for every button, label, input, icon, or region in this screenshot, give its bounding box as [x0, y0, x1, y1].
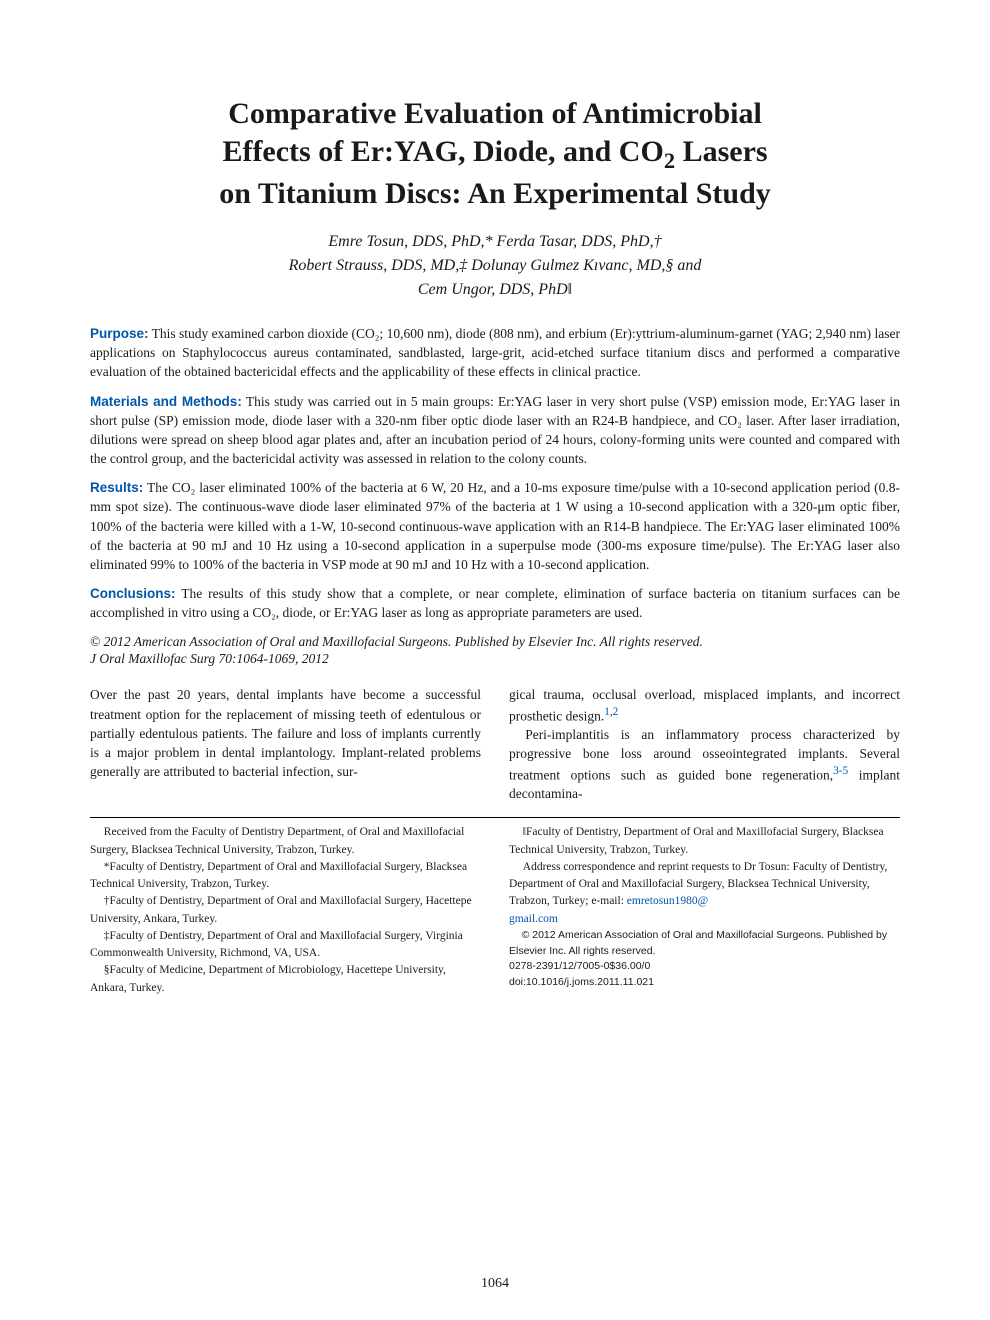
- abstract-methods: Materials and Methods: This study was ca…: [90, 392, 900, 469]
- authors-block: Emre Tosun, DDS, PhD,* Ferda Tasar, DDS,…: [90, 230, 900, 302]
- email-link[interactable]: emretosun1980@: [627, 895, 709, 907]
- footnotes-block: Received from the Faculty of Dentistry D…: [90, 824, 900, 997]
- methods-label: Materials and Methods:: [90, 394, 242, 409]
- footnote-item: ‡Faculty of Dentistry, Department of Ora…: [90, 928, 481, 963]
- footnote-item: ‖Faculty of Dentistry, Department of Ora…: [509, 824, 900, 859]
- page-number: 1064: [0, 1276, 990, 1292]
- footnote-item: 0278-2391/12/7005-0$36.00/0: [509, 959, 900, 975]
- footnote-item: *Faculty of Dentistry, Department of Ora…: [90, 859, 481, 894]
- body-paragraph: gical trauma, occlusal overload, misplac…: [509, 685, 900, 725]
- footnote-item: †Faculty of Dentistry, Department of Ora…: [90, 893, 481, 928]
- results-label: Results:: [90, 480, 143, 495]
- body-paragraph: Peri-implantitis is an inflammatory proc…: [509, 725, 900, 803]
- abstract-purpose: Purpose: This study examined carbon diox…: [90, 324, 900, 381]
- email-link[interactable]: gmail.com: [509, 913, 558, 925]
- body-paragraph: Over the past 20 years, dental implants …: [90, 685, 481, 781]
- footnote-divider: [90, 817, 900, 818]
- abstract-conclusions: Conclusions: The results of this study s…: [90, 584, 900, 622]
- footnote-doi: doi:10.1016/j.joms.2011.11.021: [509, 975, 900, 991]
- body-column-left: Over the past 20 years, dental implants …: [90, 685, 481, 803]
- copyright-line: © 2012 American Association of Oral and …: [90, 632, 900, 651]
- footnote-correspondence: Address correspondence and reprint reque…: [509, 859, 900, 911]
- footnote-item: §Faculty of Medicine, Department of Micr…: [90, 962, 481, 997]
- footnote-item: Received from the Faculty of Dentistry D…: [90, 824, 481, 859]
- citation-link[interactable]: 1,2: [604, 706, 618, 718]
- footnotes-right: ‖Faculty of Dentistry, Department of Ora…: [509, 824, 900, 997]
- abstract-results: Results: The CO₂ laser eliminated 100% o…: [90, 478, 900, 574]
- footnote-item: © 2012 American Association of Oral and …: [509, 928, 900, 960]
- footnotes-left: Received from the Faculty of Dentistry D…: [90, 824, 481, 997]
- body-column-right: gical trauma, occlusal overload, misplac…: [509, 685, 900, 803]
- article-title: Comparative Evaluation of Antimicrobial …: [90, 95, 900, 212]
- conclusions-label: Conclusions:: [90, 586, 176, 601]
- journal-reference: J Oral Maxillofac Surg 70:1064-1069, 201…: [90, 651, 900, 667]
- citation-link[interactable]: 3-5: [833, 765, 848, 777]
- body-text: Over the past 20 years, dental implants …: [90, 685, 900, 803]
- purpose-label: Purpose:: [90, 326, 149, 341]
